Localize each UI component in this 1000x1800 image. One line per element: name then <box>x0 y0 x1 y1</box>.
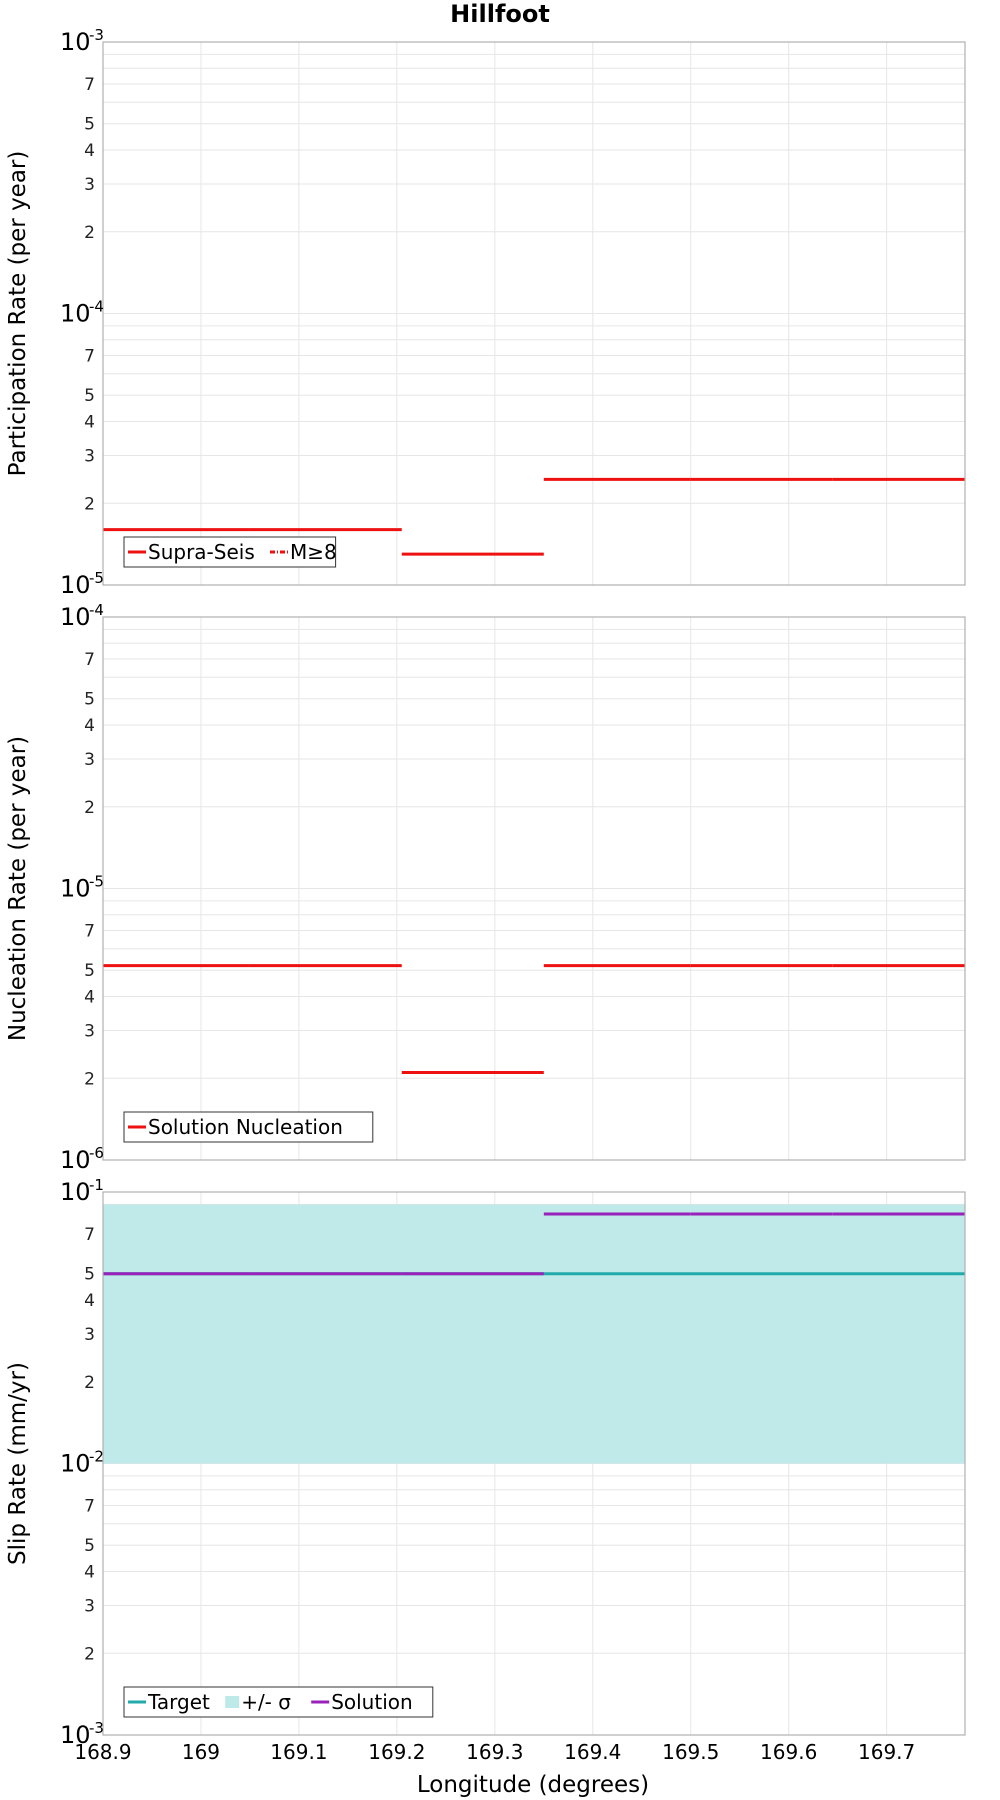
y-tick-label-exponent: -3 <box>89 1719 104 1737</box>
y-tick-label-major: 10 <box>60 1450 91 1478</box>
y-tick-label-minor: 4 <box>84 988 95 1008</box>
x-tick-label: 169.5 <box>662 1740 719 1764</box>
y-tick-label-exponent: -5 <box>89 569 104 587</box>
y-tick-label-minor: 4 <box>84 413 95 433</box>
y-tick-label-exponent: -6 <box>89 1144 104 1162</box>
y-tick-label-minor: 3 <box>84 1596 95 1616</box>
y-tick-label-major: 10 <box>60 300 91 328</box>
legend: Solution Nucleation <box>123 1111 374 1143</box>
y-tick-label-minor: 4 <box>84 141 95 161</box>
legend-label: Solution Nucleation <box>148 1115 343 1139</box>
y-tick-label-minor: 2 <box>84 1069 95 1089</box>
legend-box <box>123 1686 434 1718</box>
y-tick-label-minor: 7 <box>84 922 95 942</box>
y-tick-label-minor: 4 <box>84 716 95 736</box>
y-tick-label-minor: 2 <box>84 1373 95 1393</box>
y-tick-label-exponent: -1 <box>89 1176 104 1194</box>
legend-swatch <box>225 1696 240 1708</box>
y-tick-label-exponent: -3 <box>89 26 104 44</box>
legend-label: Solution <box>331 1690 412 1714</box>
chart-title: Hillfoot <box>450 0 550 28</box>
y-tick-label-minor: 5 <box>84 690 95 710</box>
y-axis-label: Nucleation Rate (per year) <box>5 736 31 1041</box>
x-tick-label: 168.9 <box>74 1740 131 1764</box>
y-tick-label-minor: 5 <box>84 1536 95 1556</box>
y-tick-label-minor: 7 <box>84 347 95 367</box>
y-tick-label-minor: 2 <box>84 494 95 514</box>
y-tick-label-minor: 4 <box>84 1563 95 1583</box>
x-tick-label: 169.3 <box>466 1740 523 1764</box>
legend-label: Supra-Seis <box>148 540 255 564</box>
x-tick-label: 169.2 <box>368 1740 425 1764</box>
legend-box <box>123 1111 374 1143</box>
y-tick-label-major: 10 <box>60 571 91 599</box>
y-tick-label-minor: 5 <box>84 1265 95 1285</box>
x-tick-label: 169 <box>182 1740 220 1764</box>
y-tick-label-minor: 4 <box>84 1291 95 1311</box>
y-tick-label-minor: 5 <box>84 386 95 406</box>
y-tick-label-major: 10 <box>60 603 91 631</box>
y-axis-label: Participation Rate (per year) <box>5 151 31 477</box>
legend-label: Target <box>147 1690 210 1714</box>
legend-box <box>123 536 337 568</box>
sigma-band <box>103 1204 965 1464</box>
y-tick-label-major: 10 <box>60 875 91 903</box>
y-tick-label-minor: 3 <box>84 1325 95 1345</box>
y-tick-label-minor: 3 <box>84 446 95 466</box>
y-axis-label: Slip Rate (mm/yr) <box>5 1362 31 1565</box>
plot-frame <box>102 41 966 586</box>
x-axis-label: Longitude (degrees) <box>417 1772 649 1798</box>
y-tick-label-minor: 5 <box>84 961 95 981</box>
x-tick-label: 169.7 <box>858 1740 915 1764</box>
y-tick-label-minor: 3 <box>84 1021 95 1041</box>
plot-frame <box>102 616 966 1161</box>
legend: Supra-Seis M≥8 <box>123 536 337 568</box>
y-tick-label-minor: 7 <box>84 1225 95 1245</box>
y-tick-label-minor: 2 <box>84 1644 95 1664</box>
y-tick-label-minor: 3 <box>84 750 95 770</box>
y-tick-label-minor: 7 <box>84 75 95 95</box>
y-tick-label-exponent: -5 <box>89 873 104 891</box>
legend-label: M≥8 <box>290 540 337 564</box>
x-tick-label: 169.1 <box>270 1740 327 1764</box>
y-tick-label-major: 10 <box>60 1721 91 1749</box>
legend-label: +/- σ <box>241 1690 291 1714</box>
y-tick-label-minor: 3 <box>84 175 95 195</box>
y-tick-label-minor: 5 <box>84 115 95 135</box>
x-tick-label: 169.6 <box>760 1740 817 1764</box>
y-tick-label-minor: 2 <box>84 223 95 243</box>
legend: Target +/- σ Solution <box>123 1686 434 1718</box>
plot-frame <box>102 1191 966 1736</box>
y-tick-label-major: 10 <box>60 28 91 56</box>
y-tick-label-minor: 7 <box>84 1497 95 1517</box>
y-tick-label-major: 10 <box>60 1178 91 1206</box>
y-tick-label-exponent: -2 <box>89 1448 104 1466</box>
y-tick-label-minor: 2 <box>84 798 95 818</box>
y-tick-label-exponent: -4 <box>89 298 104 316</box>
x-tick-label: 169.4 <box>564 1740 621 1764</box>
y-tick-label-major: 10 <box>60 1146 91 1174</box>
y-tick-label-exponent: -4 <box>89 601 104 619</box>
y-tick-label-minor: 7 <box>84 650 95 670</box>
